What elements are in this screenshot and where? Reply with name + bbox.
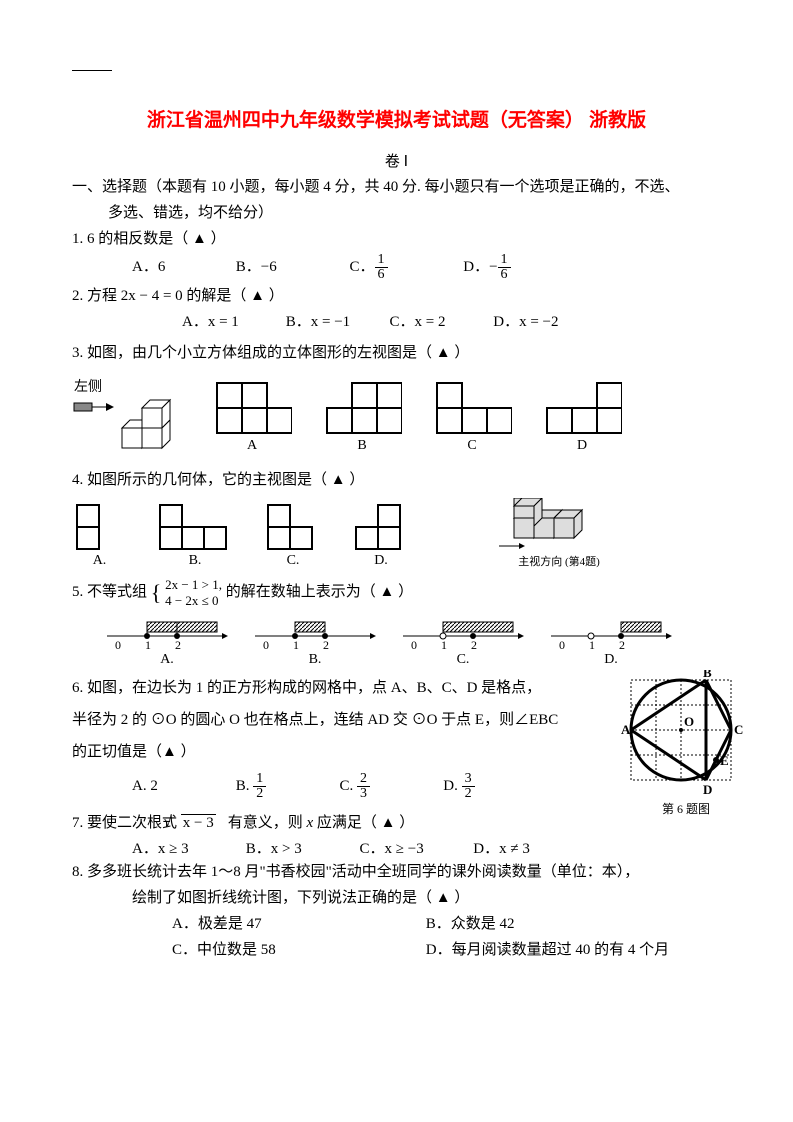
- q1-opt-a: A．6: [132, 255, 232, 276]
- q5-opt-c: 012 C.: [398, 616, 528, 668]
- svg-text:A: A: [621, 722, 631, 737]
- header-rule: [72, 70, 112, 71]
- q4-solid: 主视方向 (第4题): [499, 498, 619, 569]
- q4-opt-c: C.: [263, 503, 323, 569]
- q1: 1. 6 的相反数是（ ▲ ）: [72, 227, 721, 251]
- q3-opt-a: A: [212, 378, 292, 454]
- svg-text:D: D: [703, 782, 712, 797]
- svg-text:1: 1: [293, 638, 299, 652]
- svg-text:2: 2: [175, 638, 181, 652]
- q4-opt-d: D.: [351, 503, 411, 569]
- q3: 3. 如图，由几个小立方体组成的立体图形的左视图是（ ▲ ）: [72, 341, 721, 365]
- q7-opt-d: D．x ≠ 3: [473, 837, 530, 858]
- q3-opt-b: B: [322, 378, 402, 454]
- q8-options-1: A．极差是 47 B．众数是 42: [72, 912, 721, 936]
- q4-opt-a: A.: [72, 503, 127, 569]
- section-heading-cont: 多选、错选，均不给分）: [72, 201, 721, 225]
- q5-opt-b: 012 B.: [250, 616, 380, 668]
- q6-figure: A B C D E O 第 6 题图: [621, 670, 751, 817]
- svg-text:2: 2: [471, 638, 477, 652]
- svg-text:0: 0: [559, 638, 565, 652]
- q5: 5. 不等式组 { 2x − 1 > 1, 4 − 2x ≤ 0 的解在数轴上表…: [72, 575, 721, 610]
- q1-options: A．6 B．−6 C．16 D．−16: [72, 253, 721, 282]
- q7-opt-a: A．x ≥ 3: [132, 837, 242, 858]
- q6-opt-b: B. 12: [236, 772, 336, 801]
- q2: 2. 方程 2x − 4 = 0 的解是（ ▲ ）: [72, 284, 721, 308]
- q6-opt-d: D. 32: [443, 772, 474, 801]
- q2-opt-c: C．x = 2: [390, 310, 490, 331]
- q7-opt-c: C．x ≥ −3: [360, 837, 470, 858]
- q2-options: A．x = 1 B．x = −1 C．x = 2 D．x = −2: [72, 310, 721, 331]
- q8-opt-a: A．极差是 47: [172, 912, 422, 936]
- q3-opt-d: D: [542, 378, 622, 454]
- svg-text:0: 0: [411, 638, 417, 652]
- q5-opt-a: 012 A.: [102, 616, 232, 668]
- q8-options-2: C．中位数是 58 D．每月阅读数量超过 40 的有 4 个月: [72, 938, 721, 962]
- svg-text:0: 0: [115, 638, 121, 652]
- q3-opt-c: C: [432, 378, 512, 454]
- q7-opt-b: B．x > 3: [246, 837, 356, 858]
- q2-opt-a: A．x = 1: [182, 310, 282, 331]
- svg-text:C: C: [734, 722, 743, 737]
- q5-opt-d: 012 D.: [546, 616, 676, 668]
- svg-text:B: B: [703, 670, 712, 680]
- q4: 4. 如图所示的几何体，它的主视图是（ ▲ ）: [72, 468, 721, 492]
- q3-solid: 左侧: [72, 373, 182, 458]
- q8-line1: 8. 多多班长统计去年 1～8 月"书香校园"活动中全班同学的课外阅读数量（单位…: [72, 860, 721, 884]
- q2-opt-d: D．x = −2: [493, 310, 558, 331]
- q8-line2: 绘制了如图折线统计图，下列说法正确的是（ ▲ ）: [72, 886, 721, 910]
- q8-opt-b: B．众数是 42: [426, 916, 515, 932]
- svg-text:2: 2: [323, 638, 329, 652]
- left-side-label: 左侧: [74, 379, 102, 395]
- svg-text:0: 0: [263, 638, 269, 652]
- q8-opt-c: C．中位数是 58: [172, 938, 422, 962]
- svg-text:1: 1: [589, 638, 595, 652]
- q1-opt-d: D．−16: [463, 253, 510, 282]
- svg-text:1: 1: [441, 638, 447, 652]
- q3-figures: 左侧: [72, 373, 721, 458]
- svg-text:1: 1: [145, 638, 151, 652]
- q1-opt-c: C．16: [350, 253, 460, 282]
- section-heading: 一、选择题（本题有 10 小题，每小题 4 分，共 40 分. 每小题只有一个选…: [72, 175, 721, 199]
- subtitle: 卷 Ⅰ: [72, 150, 721, 171]
- svg-text:O: O: [684, 714, 694, 729]
- q4-figures: A. B. C. D.: [72, 498, 721, 569]
- q7-options: A．x ≥ 3 B．x > 3 C．x ≥ −3 D．x ≠ 3: [72, 837, 721, 858]
- q2-opt-b: B．x = −1: [286, 310, 386, 331]
- q1-opt-b: B．−6: [236, 255, 346, 276]
- svg-text:2: 2: [619, 638, 625, 652]
- q4-opt-b: B.: [155, 503, 235, 569]
- doc-title: 浙江省温州四中九年级数学模拟考试试题（无答案） 浙教版: [72, 105, 721, 132]
- svg-text:E: E: [720, 753, 729, 768]
- q8-opt-d: D．每月阅读数量超过 40 的有 4 个月: [426, 942, 669, 958]
- q6-opt-a: A. 2: [132, 778, 232, 795]
- q6-opt-c: C. 23: [340, 772, 440, 801]
- q5-figures: 012 A. 012 B. 012 C. 012: [72, 616, 721, 668]
